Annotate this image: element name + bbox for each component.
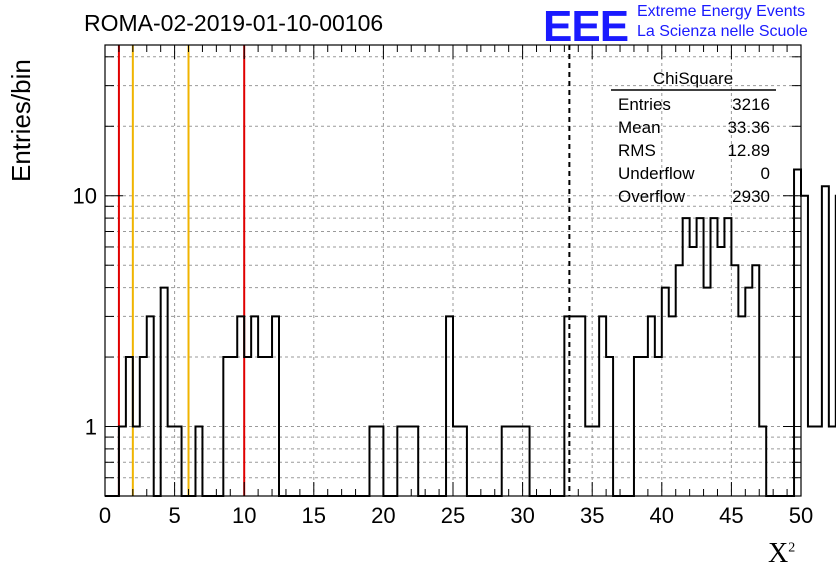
x-tick-label: 25	[441, 503, 465, 528]
stats-value: 0	[761, 164, 770, 183]
x-tick-label: 10	[232, 503, 256, 528]
x-tick-label: 0	[99, 503, 111, 528]
histogram-line	[105, 168, 836, 497]
stats-value: 2930	[732, 187, 770, 206]
stats-label: Underflow	[618, 164, 695, 183]
stats-label: Entries	[618, 95, 671, 114]
stats-label: RMS	[618, 141, 656, 160]
stats-box: ChiSquare Entries 3216 Mean 33.36 RMS 12.89 Und…	[611, 69, 776, 206]
stats-label: Overflow	[618, 187, 686, 206]
logo-text-line1: Extreme Energy Events	[637, 3, 806, 20]
x-tick-label: 30	[510, 503, 534, 528]
x-axis-label-superscript: 2	[788, 540, 796, 556]
y-tick-label: 10	[73, 184, 97, 209]
x-tick-label: 40	[650, 503, 674, 528]
axes: 0 5 10 15 20 25 30 35 40 45 50 1 10	[73, 44, 813, 528]
stats-value: 33.36	[727, 118, 770, 137]
x-tick-label: 35	[580, 503, 604, 528]
histogram-bins	[105, 168, 836, 497]
stats-title: ChiSquare	[653, 69, 733, 88]
y-tick-label: 1	[85, 415, 97, 440]
grid	[105, 45, 801, 496]
x-tick-label: 20	[371, 503, 395, 528]
stats-label: Mean	[618, 118, 661, 137]
x-axis-label: X2	[768, 538, 795, 570]
logo-text-line2: La Scienza nelle Scuole	[637, 23, 808, 40]
stats-value: 3216	[732, 95, 770, 114]
eee-logo: EEE	[543, 2, 629, 51]
chart-title: ROMA-02-2019-01-10-00106	[84, 10, 384, 36]
x-tick-label: 15	[302, 503, 326, 528]
x-tick-label: 50	[789, 503, 813, 528]
x-tick-label: 45	[719, 503, 743, 528]
stats-value: 12.89	[727, 141, 770, 160]
x-tick-label: 5	[168, 503, 180, 528]
x-axis-label-base: X	[768, 538, 789, 569]
